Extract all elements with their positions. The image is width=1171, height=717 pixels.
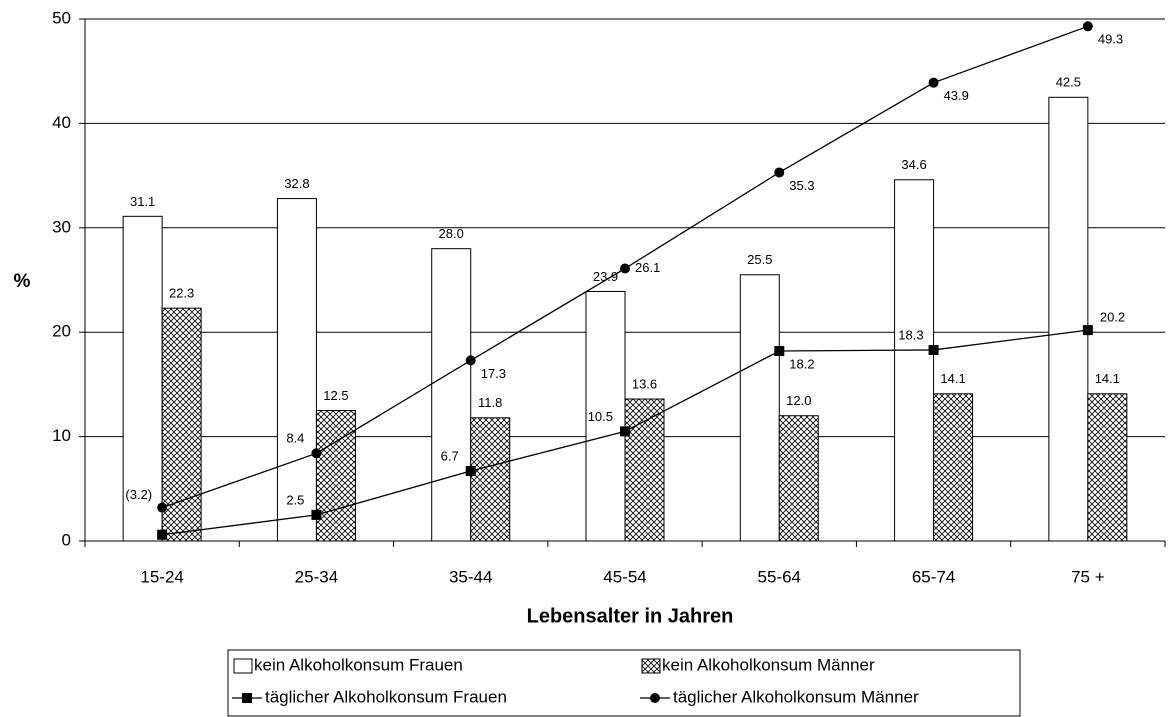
data-label: 11.8 <box>478 395 502 410</box>
legend-swatch <box>641 658 661 674</box>
x-axis-label: Lebensalter in Jahren <box>527 605 734 627</box>
bar <box>933 393 974 542</box>
data-label: 34.6 <box>901 157 926 172</box>
marker <box>1082 21 1093 32</box>
marker <box>774 345 785 356</box>
y-tick-label: 20 <box>52 322 71 341</box>
legend-box <box>227 649 1021 717</box>
bar <box>1048 96 1089 542</box>
data-label: 12.5 <box>323 388 348 403</box>
data-label: 18.3 <box>898 327 923 342</box>
legend-label: kein Alkoholkonsum Männer <box>662 655 875 674</box>
bar <box>161 307 202 542</box>
bar <box>894 179 935 542</box>
bar <box>470 417 511 542</box>
data-label: 20.2 <box>1100 310 1125 325</box>
marker <box>928 77 939 88</box>
data-label: 14.1 <box>940 371 965 386</box>
y-tick-label: 40 <box>52 113 71 132</box>
x-tick-label: 55-64 <box>758 567 801 586</box>
data-label: 14.1 <box>1095 371 1120 386</box>
data-label: 6.7 <box>441 448 459 463</box>
marker <box>774 167 785 178</box>
data-label: 2.5 <box>286 492 304 507</box>
y-tick-label: 50 <box>52 8 71 27</box>
x-tick-label: 75 + <box>1071 567 1105 586</box>
bar <box>315 410 356 542</box>
data-label: 35.3 <box>789 178 814 193</box>
data-label: 43.9 <box>944 88 969 103</box>
data-label: 18.2 <box>789 356 814 371</box>
y-tick-label: 0 <box>62 530 71 549</box>
x-tick-label: 65-74 <box>912 567 955 586</box>
legend-label: täglicher Alkoholkonsum Männer <box>673 687 919 706</box>
marker <box>1082 325 1093 336</box>
data-label: (3.2) <box>125 487 152 502</box>
marker <box>157 502 168 513</box>
legend-marker <box>242 693 252 703</box>
bar <box>431 248 472 542</box>
y-tick-label: 30 <box>52 217 71 236</box>
marker <box>620 263 630 274</box>
data-label: 28.0 <box>439 226 464 241</box>
bar <box>585 290 626 542</box>
data-label: 8.4 <box>286 431 304 446</box>
data-label: 23.9 <box>593 269 618 284</box>
data-label: 10.5 <box>588 409 613 424</box>
data-label: 12.0 <box>786 393 811 408</box>
marker <box>928 344 939 355</box>
marker <box>465 355 476 366</box>
data-label: 31.1 <box>130 194 155 209</box>
marker <box>465 466 476 477</box>
marker <box>311 509 322 520</box>
legend-label: täglicher Alkoholkonsum Frauen <box>265 687 507 706</box>
data-label: 26.1 <box>635 260 660 275</box>
data-label: 22.3 <box>169 286 194 301</box>
y-tick-label: 10 <box>52 426 71 445</box>
bar <box>122 215 163 542</box>
data-label: 17.3 <box>481 366 506 381</box>
data-label: 13.6 <box>632 376 657 391</box>
bar <box>276 198 317 542</box>
marker <box>620 426 630 437</box>
x-tick-label: 25-34 <box>295 567 338 586</box>
x-tick-label: 15-24 <box>140 567 183 586</box>
bar <box>1087 393 1128 542</box>
marker <box>157 529 168 540</box>
legend-swatch <box>233 658 253 674</box>
data-label: 25.5 <box>747 252 772 267</box>
legend-label: kein Alkoholkonsum Frauen <box>254 655 463 674</box>
data-label: 32.8 <box>284 176 309 191</box>
x-tick-label: 35-44 <box>449 567 492 586</box>
bar <box>739 274 780 542</box>
data-label: 49.3 <box>1098 32 1123 47</box>
y-axis-label: % <box>14 271 31 292</box>
legend-marker <box>650 693 660 703</box>
data-label: 42.5 <box>1056 75 1081 90</box>
marker <box>311 448 322 459</box>
bar <box>778 415 819 542</box>
x-tick-label: 45-54 <box>603 567 646 586</box>
bar <box>624 398 665 542</box>
